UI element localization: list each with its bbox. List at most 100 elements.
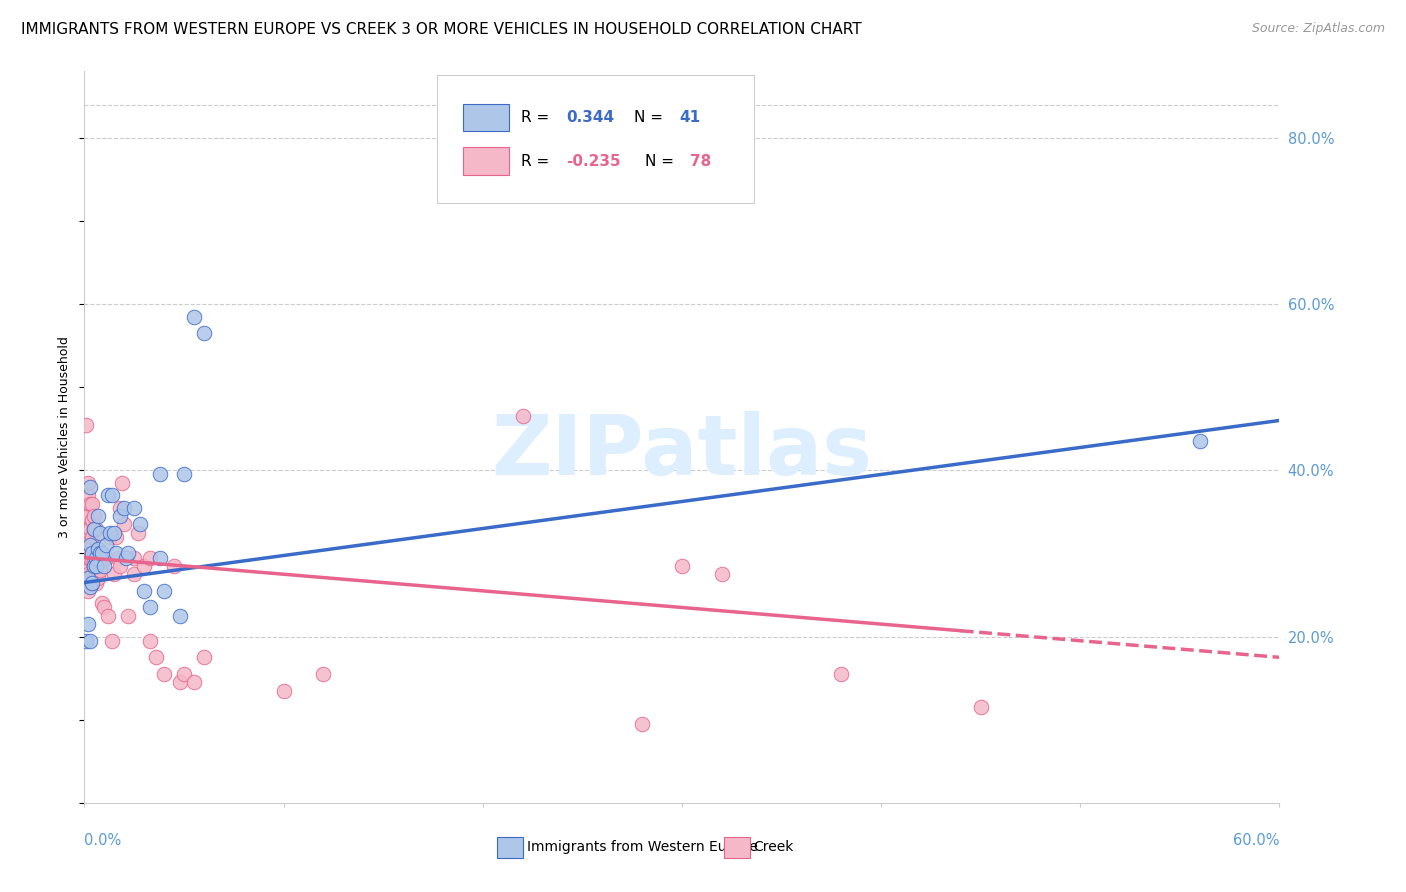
Point [96, 550, 118, 565]
Point [112, 517, 135, 532]
Point [79, 542, 101, 557]
Point [149, 467, 172, 482]
Point [82, 513, 104, 527]
Point [111, 475, 134, 490]
FancyBboxPatch shape [724, 838, 749, 858]
Point [77, 488, 100, 502]
Text: ZIPatlas: ZIPatlas [492, 411, 872, 492]
Point [96, 538, 118, 552]
Point [127, 525, 149, 540]
Text: IMMIGRANTS FROM WESTERN EUROPE VS CREEK 3 OR MORE VEHICLES IN HOUSEHOLD CORRELAT: IMMIGRANTS FROM WESTERN EUROPE VS CREEK … [21, 22, 862, 37]
Point [101, 633, 124, 648]
Point [273, 683, 295, 698]
Point [75, 525, 97, 540]
Point [82, 575, 104, 590]
Point [86, 521, 108, 535]
Text: 0.344: 0.344 [567, 110, 614, 125]
Point [89, 550, 111, 565]
Point [97, 608, 120, 623]
Point [82, 575, 104, 590]
Point [75, 542, 97, 557]
Point [122, 567, 145, 582]
FancyBboxPatch shape [496, 838, 523, 858]
Point [77, 583, 100, 598]
Point [98, 525, 121, 540]
Point [86, 550, 108, 565]
Point [79, 580, 101, 594]
Point [86, 575, 108, 590]
Point [86, 558, 108, 573]
Point [153, 583, 176, 598]
Point [122, 550, 145, 565]
Point [103, 567, 125, 582]
Text: R =: R = [520, 110, 554, 125]
Point [82, 546, 104, 560]
Point [110, 500, 132, 515]
Point [193, 650, 215, 665]
Point [83, 558, 105, 573]
Point [83, 558, 105, 573]
Point [77, 542, 100, 557]
Point [97, 488, 120, 502]
Point [117, 608, 139, 623]
Point [631, 716, 654, 731]
Text: 60.0%: 60.0% [1233, 833, 1279, 848]
Point [671, 558, 693, 573]
Point [163, 558, 186, 573]
Text: N =: N = [645, 153, 679, 169]
Y-axis label: 3 or more Vehicles in Household: 3 or more Vehicles in Household [58, 336, 72, 538]
Point [132, 583, 156, 598]
Point [79, 538, 101, 552]
Point [89, 563, 111, 577]
Point [173, 467, 195, 482]
Point [75, 575, 97, 590]
Point [91, 596, 114, 610]
Point [77, 530, 100, 544]
Point [82, 497, 104, 511]
Point [91, 546, 114, 560]
Point [153, 667, 176, 681]
Point [83, 571, 105, 585]
Point [112, 500, 135, 515]
Point [105, 530, 128, 544]
Point [83, 521, 105, 535]
Point [117, 546, 139, 560]
Point [82, 530, 104, 544]
Point [110, 509, 132, 524]
Point [710, 567, 733, 582]
Text: -0.235: -0.235 [567, 153, 620, 169]
Point [77, 550, 100, 565]
Point [183, 310, 205, 324]
Point [107, 550, 129, 565]
Point [89, 546, 111, 560]
Point [169, 675, 191, 690]
Point [139, 550, 162, 565]
Point [312, 667, 335, 681]
Point [77, 617, 100, 632]
Point [79, 497, 101, 511]
Point [512, 409, 534, 424]
Point [87, 542, 110, 557]
Point [83, 550, 105, 565]
Point [79, 633, 101, 648]
Point [970, 700, 993, 714]
Point [77, 567, 100, 582]
Point [79, 571, 101, 585]
Text: Creek: Creek [754, 839, 794, 854]
Point [77, 475, 100, 490]
Point [132, 558, 156, 573]
Point [101, 488, 124, 502]
Text: Source: ZipAtlas.com: Source: ZipAtlas.com [1251, 22, 1385, 36]
Point [79, 521, 101, 535]
Text: 41: 41 [679, 110, 700, 125]
Point [86, 558, 108, 573]
Point [87, 546, 110, 560]
Point [79, 550, 101, 565]
Point [79, 533, 101, 548]
Text: Immigrants from Western Europe: Immigrants from Western Europe [527, 839, 758, 854]
Point [89, 525, 111, 540]
Point [105, 546, 128, 560]
Point [83, 509, 105, 524]
Point [169, 608, 191, 623]
Point [103, 525, 125, 540]
